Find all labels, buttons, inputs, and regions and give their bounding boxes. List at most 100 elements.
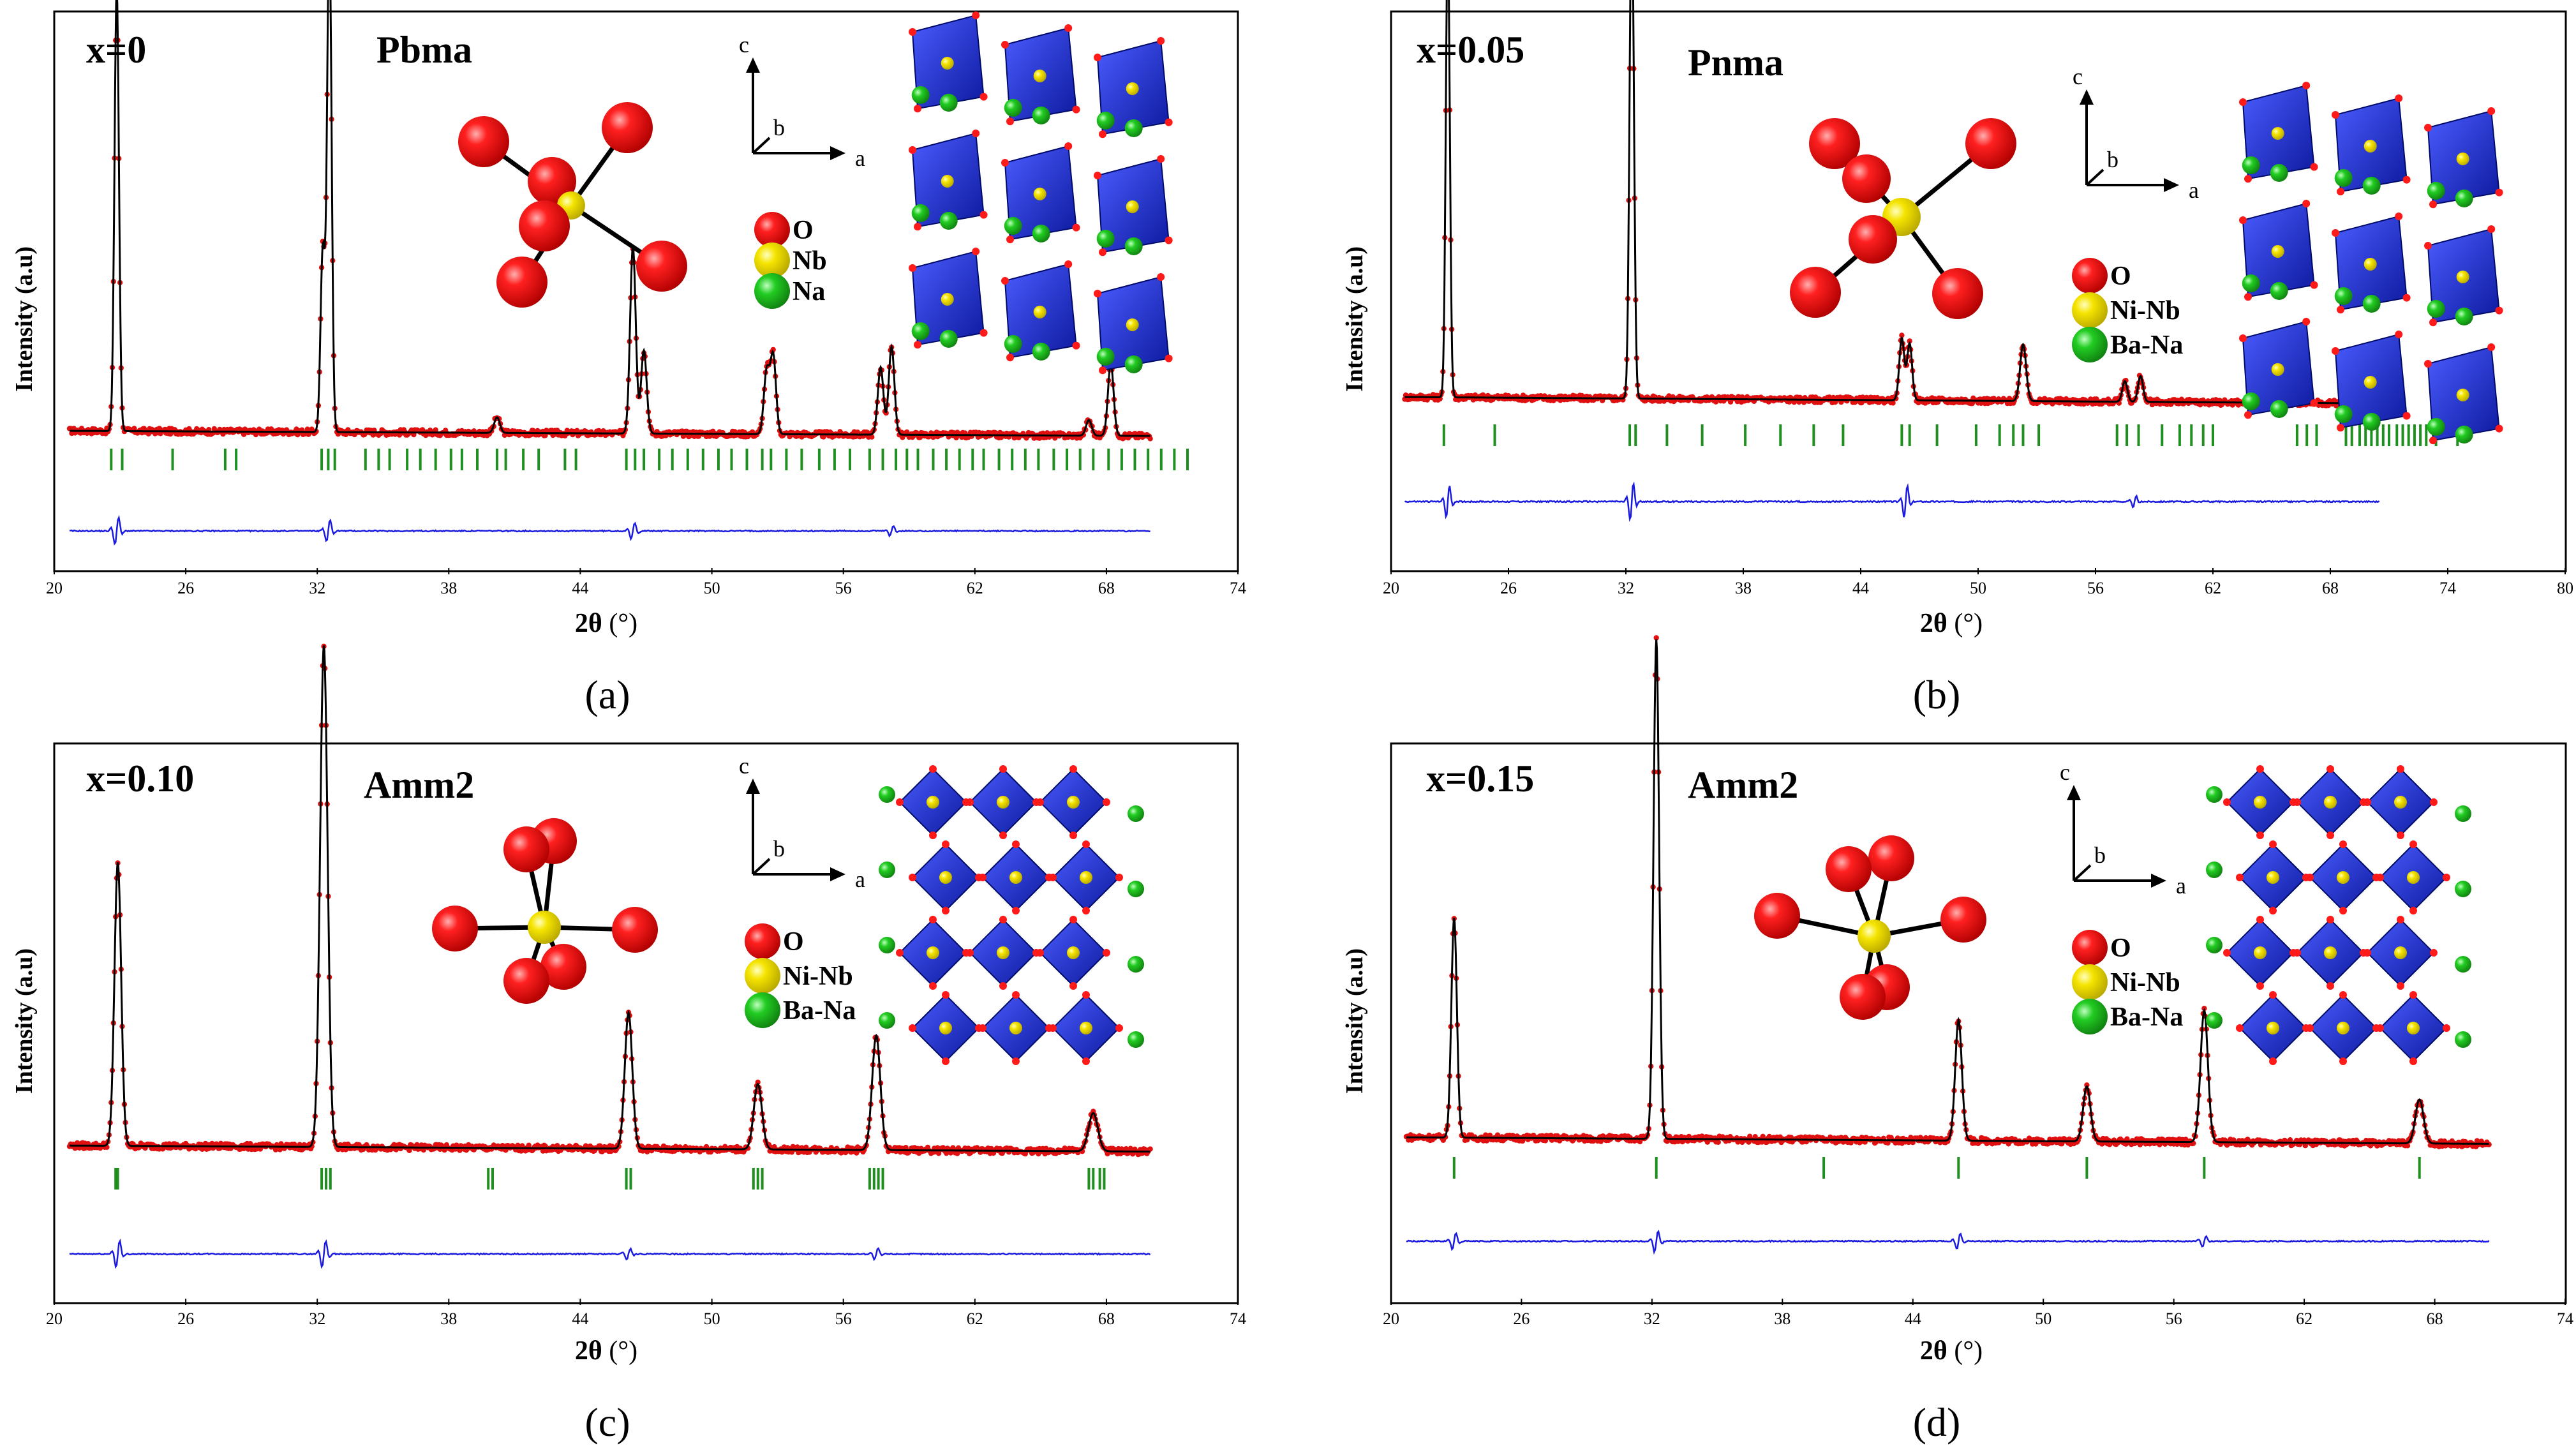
y-axis-label: Intensity (a.u)	[11, 948, 38, 1094]
x-tick-label: 44	[572, 1310, 588, 1328]
b-site-atom	[927, 946, 939, 959]
oxygen-atom	[2487, 225, 2496, 233]
x-tick-label: 74	[1230, 579, 1246, 597]
a-site-atom	[1124, 355, 1143, 373]
legend-label: Ba-Na	[783, 996, 856, 1026]
x-tick-label: 38	[440, 1310, 457, 1328]
x-tick-label: 44	[1905, 1310, 1921, 1328]
crystal-axes-icon: c b a	[739, 32, 865, 171]
oxygen-atom	[2397, 982, 2404, 990]
oxygen-atom	[1157, 155, 1165, 163]
a-site-atom	[2242, 274, 2260, 292]
a-site-atom	[2206, 862, 2222, 878]
oxygen-atom	[2244, 411, 2252, 419]
oxygen-atom	[2239, 334, 2247, 342]
oxygen-atom	[972, 248, 980, 255]
a-site-atom	[2242, 156, 2260, 174]
oxygen-atom	[896, 798, 904, 806]
b-site-atom	[939, 1022, 952, 1034]
a-site-sphere-icon	[754, 273, 790, 309]
oxygen-atom	[2327, 982, 2334, 990]
difference-series	[1406, 1229, 2490, 1255]
oxygen-atom	[2424, 242, 2432, 250]
b-site-atom	[2456, 388, 2469, 401]
a-site-atom	[2334, 168, 2353, 187]
a-site-atom	[1128, 805, 1144, 822]
oxygen-atom	[966, 798, 974, 806]
b-site-atom	[2271, 244, 2284, 258]
b-site-atom	[1080, 871, 1092, 884]
a-site-atom	[1032, 224, 1050, 243]
a-site-atom	[879, 1012, 895, 1029]
perovskite-structure-icon	[2206, 765, 2471, 1065]
legend-label: O	[783, 927, 804, 957]
x-axis-label: 2θ (°)	[1920, 609, 1983, 638]
space-group-label: Amm2	[1688, 764, 1798, 806]
x-axis-ticks: 20 26 32 38 44 50 56 62 68 74	[46, 568, 1246, 597]
oxygen-atom	[999, 982, 1007, 990]
y-axis-label: Intensity (a.u)	[11, 246, 38, 392]
oxygen-atom	[2364, 949, 2371, 957]
oxygen-atom	[1157, 37, 1165, 45]
oxygen-atom	[2397, 832, 2404, 839]
a-site-atom	[1004, 98, 1022, 117]
oxygen-atom	[2409, 991, 2417, 999]
b-site-atom	[1067, 946, 1080, 959]
oxygen-atom	[2269, 991, 2277, 999]
a-site-atom	[939, 329, 958, 348]
oxygen-atom	[2327, 832, 2334, 839]
a-site-atom	[2206, 937, 2222, 953]
oxygen-atom	[896, 949, 904, 957]
oxygen-atom	[2306, 874, 2314, 881]
oxygen-atom	[2239, 216, 2247, 224]
x-tick-label: 20	[1383, 1310, 1399, 1328]
a-site-atom	[2455, 1031, 2471, 1048]
a-site-atom	[1032, 342, 1050, 361]
legend-label: O	[793, 216, 814, 245]
b-site-atom	[2364, 257, 2377, 271]
oxygen-atom	[979, 874, 986, 881]
oxygen-atom	[929, 765, 937, 773]
observed-point	[1890, 400, 1896, 406]
oxygen-atom	[1064, 260, 1073, 268]
panel-d: x=0.15 Amm2 Intensity (a.u) 20 26 32 38 44 50…	[1341, 635, 2573, 1445]
oxygen-atom	[2424, 124, 2432, 131]
atom-legend: O Ni-Nb Ba-Na	[745, 923, 856, 1028]
oxygen-atom	[2487, 343, 2496, 351]
octahedron-structure-icon	[458, 102, 687, 308]
oxygen-atom	[979, 1024, 986, 1032]
x-tick-label: 74	[1230, 1310, 1246, 1328]
oxygen-atom	[1036, 949, 1044, 957]
axis-a-label: a	[855, 867, 865, 892]
a-site-atom	[911, 204, 930, 222]
oxygen-atom	[2339, 840, 2347, 848]
x-tick-label: 56	[835, 1310, 852, 1328]
oxygen-atom	[1012, 840, 1020, 848]
a-site-atom	[2362, 294, 2381, 313]
b-site-atom	[941, 56, 954, 70]
legend-label: Nb	[793, 246, 827, 276]
b-site-atom	[2324, 946, 2337, 959]
a-site-atom	[2270, 163, 2288, 182]
b-site-atom	[1126, 318, 1139, 331]
x-tick-label: 32	[1644, 1310, 1660, 1328]
cation-sphere-icon	[754, 243, 790, 278]
oxygen-atom	[929, 982, 937, 990]
b-site-atom	[927, 796, 939, 809]
observed-point	[433, 427, 438, 433]
b-site-atom	[941, 174, 954, 188]
oxygen-atom	[2306, 1024, 2314, 1032]
x-tick-label: 62	[967, 579, 983, 597]
oxygen-atom	[1012, 1057, 1020, 1065]
b-site-atom	[1009, 871, 1022, 884]
space-group-label: Amm2	[364, 764, 474, 806]
oxygen-atom	[1012, 991, 1020, 999]
a-site-sphere-icon	[745, 992, 780, 1028]
x-tick-label: 56	[2087, 579, 2104, 597]
oxygen-atom	[2402, 412, 2411, 420]
a-site-atom	[939, 211, 958, 230]
observed-point	[1147, 436, 1153, 442]
oxygen-atom	[999, 765, 1007, 773]
x-tick-label: 26	[177, 579, 194, 597]
